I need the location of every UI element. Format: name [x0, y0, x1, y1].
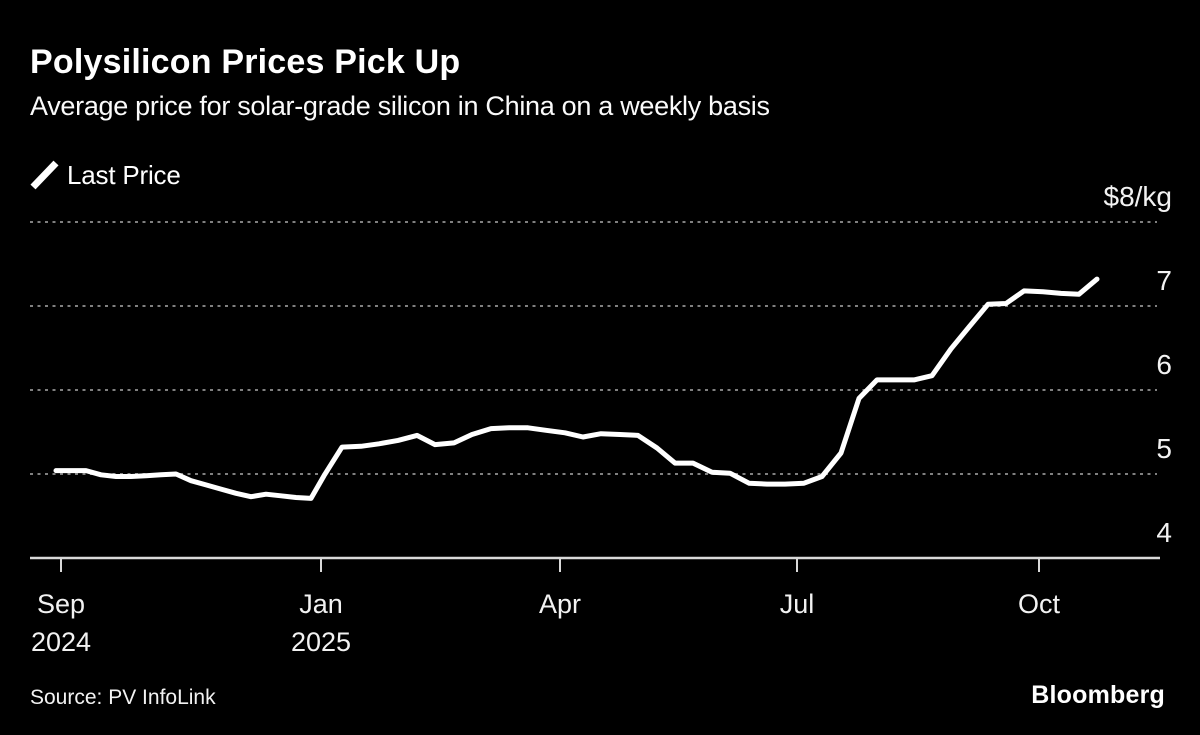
y-axis-label: 5 — [1156, 433, 1172, 464]
x-axis-label: Oct — [1018, 589, 1061, 619]
y-axis-label: 4 — [1156, 517, 1172, 548]
x-axis-label: Jan — [299, 589, 343, 619]
y-axis-label: 6 — [1156, 349, 1172, 380]
x-axis-label: Jul — [780, 589, 815, 619]
chart-subtitle: Average price for solar-grade silicon in… — [30, 91, 770, 121]
last-price-line — [53, 276, 1100, 501]
x-axis-label: Sep — [37, 589, 85, 619]
chart-title: Polysilicon Prices Pick Up — [30, 43, 461, 81]
y-axis-label: 7 — [1156, 265, 1172, 296]
y-axis-label: $8/kg — [1104, 181, 1173, 212]
x-axis-label: Apr — [539, 589, 581, 619]
line-series-icon — [30, 160, 59, 190]
x-axis-year-label: 2025 — [291, 627, 351, 657]
x-axis-year-label: 2024 — [31, 627, 91, 657]
bloomberg-logo: Bloomberg — [1031, 681, 1165, 709]
source-text: Source: PV InfoLink — [30, 686, 216, 709]
legend: Last Price — [30, 157, 181, 193]
legend-label: Last Price — [67, 159, 181, 190]
